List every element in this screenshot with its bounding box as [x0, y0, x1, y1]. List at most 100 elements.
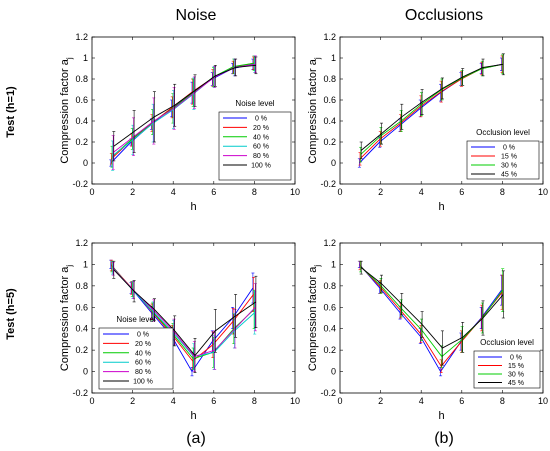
y-tick-label: 1 [83, 53, 88, 63]
legend-title: Occlusion level [476, 128, 530, 137]
y-tick-label: 1.2 [75, 32, 88, 42]
x-tick-label: 6 [459, 396, 464, 406]
y-axis-label: Compression factor aj [307, 57, 322, 164]
x-tick-label: 0 [89, 396, 94, 406]
series-40-pct [110, 55, 256, 168]
series-line [113, 269, 257, 357]
x-tick-label: 10 [538, 396, 548, 406]
legend: Occlusion level 0 % 15 % 30 % 45 % [466, 128, 540, 180]
series-line [360, 63, 504, 151]
y-tick-label: -0.2 [320, 388, 336, 398]
legend-label: 60 % [135, 360, 151, 367]
x-tick-label: 8 [252, 187, 257, 197]
y-tick-label: 0.8 [75, 74, 88, 84]
y-tick-label: -0.2 [72, 179, 88, 189]
legend-label: 0 % [137, 332, 149, 339]
column-header-noise: Noise [176, 7, 217, 24]
y-tick-label: 0.2 [75, 137, 88, 147]
y-tick-label: 0.4 [323, 324, 336, 334]
y-tick-label: 0 [331, 367, 336, 377]
y-axis: -0.2 0 0.2 0.4 0.6 0.8 1 1.2 [72, 32, 295, 189]
y-tick-label: 0.6 [75, 95, 88, 105]
x-tick-label: 6 [459, 187, 464, 197]
row-header-test-h1: Test (h=1) [5, 86, 17, 138]
legend: Noise level 0 % 20 % 40 % 60 % 80 % 100 % [218, 99, 292, 181]
x-axis-label: h [190, 201, 196, 213]
x-tick-label: 2 [378, 187, 383, 197]
x-axis-label: h [438, 201, 444, 213]
legend-label: 20 % [135, 341, 151, 348]
legend-label: 100 % [133, 379, 153, 386]
series-line [360, 267, 504, 349]
x-tick-label: 10 [290, 396, 300, 406]
x-tick-label: 4 [171, 187, 176, 197]
legend-label: 15 % [501, 154, 517, 161]
subfigure-label-a: (a) [186, 430, 206, 447]
y-tick-label: 0 [83, 158, 88, 168]
series-line [113, 64, 256, 147]
y-axis-label-subscript: j [65, 265, 74, 268]
y-tick-label: 0.2 [323, 137, 336, 147]
x-tick-label: 6 [211, 187, 216, 197]
chart-panel-1: 0 2 4 6 8 10-0.200.20.40.60.811.2hCompression… [59, 32, 300, 213]
x-axis: 0 2 4 6 8 10 [337, 37, 548, 197]
x-tick-label: 6 [211, 396, 216, 406]
x-tick-label: 8 [252, 396, 257, 406]
legend-label: 30 % [508, 372, 524, 379]
legend-box [98, 327, 174, 390]
y-axis-label-subscript: j [65, 57, 74, 60]
chart-panel-4: 0 2 4 6 8 10-0.200.20.40.60.811.2hCompression… [307, 238, 548, 422]
series-line [359, 264, 502, 373]
y-tick-label: -0.2 [320, 179, 336, 189]
y-tick-label: 1 [331, 53, 336, 63]
legend-label: 0 % [255, 116, 267, 123]
series-line [360, 63, 503, 155]
y-tick-label: 1.2 [323, 238, 336, 248]
x-axis-label: h [190, 410, 196, 422]
y-axis-label: Compression factor aj [59, 57, 74, 164]
x-tick-label: 10 [538, 187, 548, 197]
x-tick-label: 0 [337, 396, 342, 406]
legend-label: 60 % [253, 144, 269, 151]
chart-panel-3: 0 2 4 6 8 10-0.200.20.40.60.811.2hCompression… [59, 238, 300, 422]
series-15-pct [358, 260, 504, 373]
legend-label: 45 % [501, 172, 517, 179]
series-100-pct [112, 260, 258, 373]
legend-label: 45 % [508, 380, 524, 387]
row-header-test-h5: Test (h=5) [5, 288, 17, 340]
x-tick-label: 4 [171, 396, 176, 406]
y-tick-label: 0.2 [75, 345, 88, 355]
x-tick-label: 0 [337, 187, 342, 197]
legend-title: Noise level [116, 315, 155, 324]
legend-label: 100 % [251, 163, 271, 170]
legend-title: Occlusion level [480, 338, 534, 347]
y-tick-label: 0 [83, 367, 88, 377]
series-100-pct [112, 56, 258, 162]
x-axis: 0 2 4 6 8 10 [89, 243, 300, 406]
legend-label: 0 % [510, 355, 522, 362]
x-tick-label: 4 [419, 396, 424, 406]
x-tick-label: 4 [419, 187, 424, 197]
y-axis-label-subscript: j [313, 57, 322, 60]
legend-label: 80 % [135, 369, 151, 376]
y-tick-label: 0.4 [323, 116, 336, 126]
legend-label: 40 % [135, 350, 151, 357]
y-axis-label: Compression factor aj [59, 265, 74, 372]
y-tick-label: 0.6 [323, 302, 336, 312]
y-tick-label: 0.6 [75, 302, 88, 312]
y-tick-label: 1 [83, 259, 88, 269]
y-tick-label: 0.8 [75, 281, 88, 291]
x-tick-label: 2 [130, 396, 135, 406]
chart-panel-2: 0 2 4 6 8 10-0.200.20.40.60.811.2hCompression… [307, 32, 548, 213]
x-tick-label: 2 [378, 396, 383, 406]
y-axis: -0.2 0 0.2 0.4 0.6 0.8 1 1.2 [72, 238, 295, 398]
y-tick-label: 0.4 [75, 324, 88, 334]
legend-label: 15 % [508, 363, 524, 370]
x-axis: 0 2 4 6 8 10 [89, 37, 300, 197]
y-axis: -0.2 0 0.2 0.4 0.6 0.8 1 1.2 [320, 238, 543, 398]
legend-title: Noise level [235, 99, 274, 108]
legend-label: 40 % [253, 134, 269, 141]
series-45-pct [359, 53, 505, 160]
y-tick-label: 0.2 [323, 345, 336, 355]
